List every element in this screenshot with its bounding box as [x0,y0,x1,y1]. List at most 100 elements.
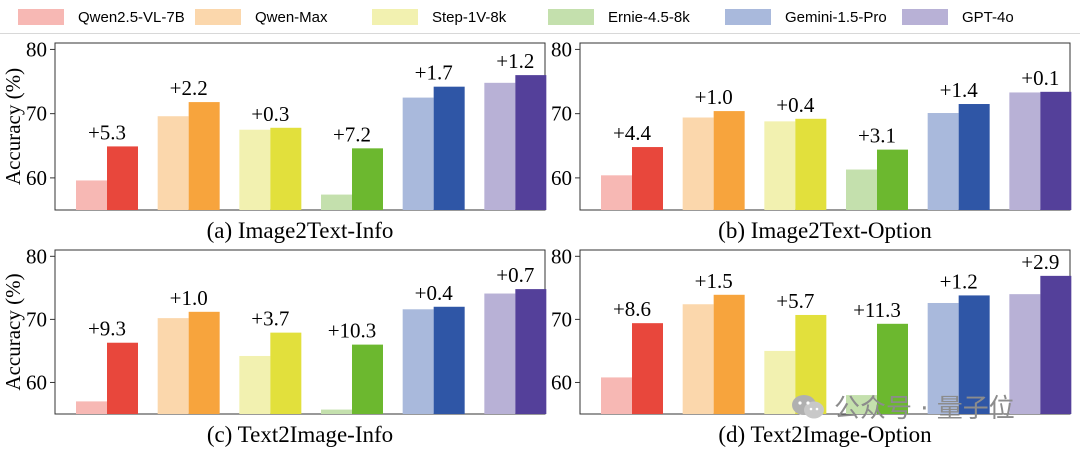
legend-item: Ernie-4.5-8k [548,6,690,28]
bar-baseline [239,355,271,414]
bar-improved [877,149,908,210]
data-label: +2.2 [170,76,208,100]
bar-baseline [321,409,352,414]
data-label: +2.9 [1021,250,1059,274]
bar-improved [1040,91,1072,210]
y-tick-label: 80 [551,37,572,61]
chart-title: (d) Text2Image-Option [718,422,932,447]
chart-panel: 60 70 80 +8.6 +1.5 +5.7 +11.3 +1.2 +2.9 (d) Text2… [551,244,1072,447]
y-axis-label: Accuracy (%) [1,68,25,185]
y-tick-label: 70 [26,102,47,126]
bar-improved [433,86,465,210]
legend-swatch [548,9,594,25]
watermark: 公众号 · 量子位 [790,388,1015,425]
bar-improved [877,323,908,414]
legend-label: Ernie-4.5-8k [608,8,690,26]
legend-swatch [195,9,241,25]
bar-baseline [76,180,107,210]
bar-baseline [764,350,796,414]
y-tick-label: 60 [26,370,47,394]
data-label: +1.7 [415,61,453,85]
y-tick-label: 70 [26,307,47,331]
bar-baseline [846,169,877,210]
bar-improved [632,147,663,210]
data-label: +11.3 [853,298,901,322]
chart-title: (a) Image2Text-Info [207,218,394,243]
bar-improved [958,295,990,414]
chart-title: (c) Text2Image-Info [207,422,393,447]
y-axis-label: Accuracy (%) [1,273,25,390]
watermark-text: 公众号 · 量子位 [834,394,1015,424]
bar-baseline [601,175,632,210]
y-tick-label: 60 [551,370,572,394]
y-tick-label: 70 [551,102,572,126]
bar-baseline [764,121,796,210]
y-tick-label: 60 [26,166,47,190]
bar-baseline [239,129,271,210]
legend-item: Qwen-Max [195,6,328,28]
y-tick-label: 60 [551,166,572,190]
bar-baseline [321,194,352,210]
data-label: +10.3 [328,319,377,343]
data-label: +0.4 [776,93,815,117]
chart-panel: 60 70 80 +4.4 +1.0 +0.4 +3.1 +1.4 +0.1 (b) Image2… [551,37,1072,243]
bar-baseline [1009,92,1041,210]
data-label: +4.4 [613,121,652,145]
legend: Qwen2.5-VL-7B Qwen-Max Step-1V-8k Ernie-4.5… [0,0,1080,34]
bar-baseline [846,395,877,414]
bar-baseline [601,377,632,414]
data-label: +5.3 [88,120,126,144]
data-label: +0.1 [1021,66,1059,90]
legend-swatch [18,9,64,25]
legend-label: Qwen2.5-VL-7B [78,8,185,26]
bar-improved [188,102,220,210]
legend-item: Step-1V-8k [372,6,506,28]
legend-item: GPT-4o [902,6,1014,28]
data-label: +1.2 [940,269,978,293]
bar-baseline [76,401,107,414]
bar-improved [515,289,547,414]
legend-label: Qwen-Max [255,8,328,26]
data-label: +5.7 [776,289,814,313]
bar-improved [713,294,745,414]
bar-improved [352,148,383,210]
data-label: +1.4 [940,78,979,102]
data-label: +1.0 [695,85,733,109]
bar-improved [958,104,990,210]
bar-improved [433,306,465,414]
data-label: +0.7 [496,263,534,287]
bar-improved [515,75,547,210]
chart-title: (b) Image2Text-Option [718,218,932,243]
bar-improved [713,111,745,210]
bar-baseline [157,116,189,210]
bar-baseline [682,304,714,414]
bar-improved [632,323,663,414]
data-label: +0.4 [415,281,454,305]
bar-baseline [402,97,434,210]
y-tick-label: 70 [551,307,572,331]
bar-baseline [1009,294,1041,414]
legend-swatch [902,9,948,25]
bar-improved [352,344,383,414]
y-tick-label: 80 [551,244,572,268]
data-label: +1.5 [695,269,733,293]
data-label: +9.3 [88,317,126,341]
wechat-icon [792,394,824,418]
data-label: +1.2 [496,49,534,73]
legend-item: Qwen2.5-VL-7B [18,6,185,28]
legend-label: Step-1V-8k [432,8,507,26]
y-tick-label: 80 [26,37,47,61]
bar-improved [270,332,302,414]
bar-improved [107,342,138,414]
y-tick-label: 80 [26,244,47,268]
data-label: +3.7 [251,307,289,331]
bar-baseline [927,302,959,414]
data-label: +3.1 [858,124,896,148]
data-label: +1.0 [170,286,208,310]
bar-baseline [927,113,959,210]
legend-item: Gemini-1.5-Pro [725,6,887,28]
legend-swatch [372,9,418,25]
legend-label: GPT-4o [962,8,1014,26]
bar-baseline [682,117,714,210]
